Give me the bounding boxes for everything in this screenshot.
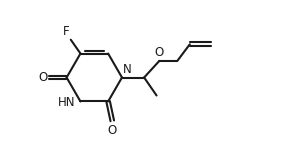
Text: O: O <box>38 71 47 84</box>
Text: F: F <box>63 25 69 38</box>
Text: N: N <box>123 63 132 76</box>
Text: O: O <box>155 46 164 59</box>
Text: O: O <box>108 124 117 137</box>
Text: HN: HN <box>57 96 75 109</box>
